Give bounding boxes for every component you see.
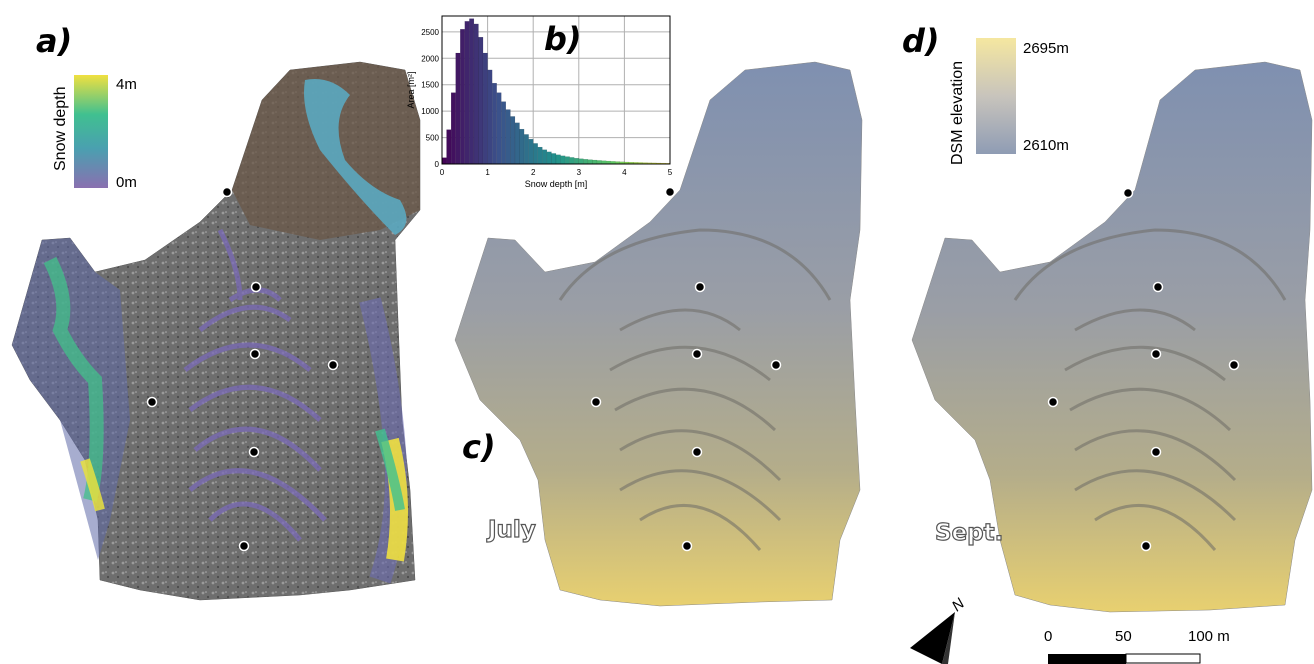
histogram-bar: [492, 82, 497, 165]
season-label-july: July: [487, 516, 536, 543]
histogram-bar: [464, 21, 470, 165]
x-tick-label: 0: [440, 168, 445, 177]
y-tick-label: 2000: [421, 54, 439, 63]
scale-bar: [1048, 653, 1201, 664]
dsm-colorbar: [976, 38, 1016, 154]
histogram-bar: [450, 92, 456, 165]
histogram-bar: [478, 36, 484, 165]
histogram-bar: [514, 122, 520, 165]
histogram-bar: [560, 155, 566, 165]
x-tick-label: 5: [668, 168, 673, 177]
dsm-colorbar-title: DSM elevation: [949, 60, 966, 166]
x-tick-label: 1: [485, 168, 490, 177]
histogram-bar: [587, 159, 593, 165]
y-axis-label: Area [m²]: [406, 71, 416, 108]
x-tick-label: 2: [531, 168, 536, 177]
histogram-bar: [482, 52, 488, 165]
histogram-bar: [537, 146, 543, 165]
histogram-bar: [496, 92, 502, 165]
histogram-bar: [569, 157, 575, 165]
histogram-bar: [596, 160, 602, 165]
histogram-bar: [455, 52, 461, 165]
histogram-bar: [519, 128, 525, 165]
histogram-bar: [578, 158, 584, 165]
dsm-min-label: 2610m: [1023, 137, 1069, 154]
y-tick-label: 1500: [421, 81, 439, 90]
histogram-bar: [528, 139, 534, 165]
dsm-sept-map: [911, 61, 1313, 613]
scale-label-100m: 100 m: [1188, 628, 1230, 645]
histogram-bar: [446, 129, 452, 165]
x-axis-label: Snow depth [m]: [525, 179, 588, 189]
y-tick-label: 500: [426, 134, 440, 143]
y-tick-label: 2500: [421, 28, 439, 37]
north-label: N: [949, 595, 968, 615]
north-arrow-icon: [910, 612, 955, 664]
histogram-bar: [473, 23, 479, 165]
histogram-bar: [505, 109, 511, 165]
y-tick-label: 0: [435, 160, 440, 169]
snow-depth-min-label: 0m: [116, 174, 137, 191]
dsm-max-label: 2695m: [1023, 40, 1069, 57]
histogram-bar: [551, 153, 557, 165]
x-tick-label: 4: [622, 168, 627, 177]
histogram-bar: [441, 157, 447, 165]
panel-label-d: d): [902, 22, 940, 60]
histogram-bar: [460, 29, 465, 165]
plot-frame: [441, 15, 671, 165]
snow-depth-colorbar-title: Snow depth: [52, 86, 69, 171]
scale-label-0: 0: [1044, 628, 1053, 645]
panel-label-c: c): [462, 428, 496, 466]
snow-depth-colorbar: [74, 75, 108, 188]
snow-depth-histogram: 0 1 2 3 4 5 0 500 1000 1500 2000 2500 Snow depth [m]…: [400, 8, 682, 198]
histogram-bar: [542, 149, 548, 165]
panel-label-b: b): [544, 20, 582, 58]
histogram-bar: [533, 143, 538, 165]
histogram-bar: [487, 69, 493, 165]
histogram-bar: [555, 154, 561, 165]
dsm-july-map: [454, 61, 863, 607]
histogram-bar: [523, 134, 529, 165]
histogram-bar: [583, 159, 589, 165]
histogram-bar: [510, 116, 516, 165]
snow-depth-map: [11, 61, 421, 601]
histogram-bar: [592, 159, 598, 165]
histogram-bar: [574, 158, 579, 165]
snow-depth-max-label: 4m: [116, 76, 137, 93]
y-tick-label: 1000: [421, 107, 439, 116]
histogram-bar: [546, 151, 552, 165]
season-label-sept: Sept.: [934, 519, 1004, 546]
x-tick-label: 3: [577, 168, 582, 177]
histogram-bar: [469, 18, 475, 165]
scale-label-50: 50: [1115, 628, 1132, 645]
panel-label-a: a): [36, 22, 73, 60]
histogram-bar: [501, 101, 506, 165]
histogram-bar: [564, 156, 570, 165]
